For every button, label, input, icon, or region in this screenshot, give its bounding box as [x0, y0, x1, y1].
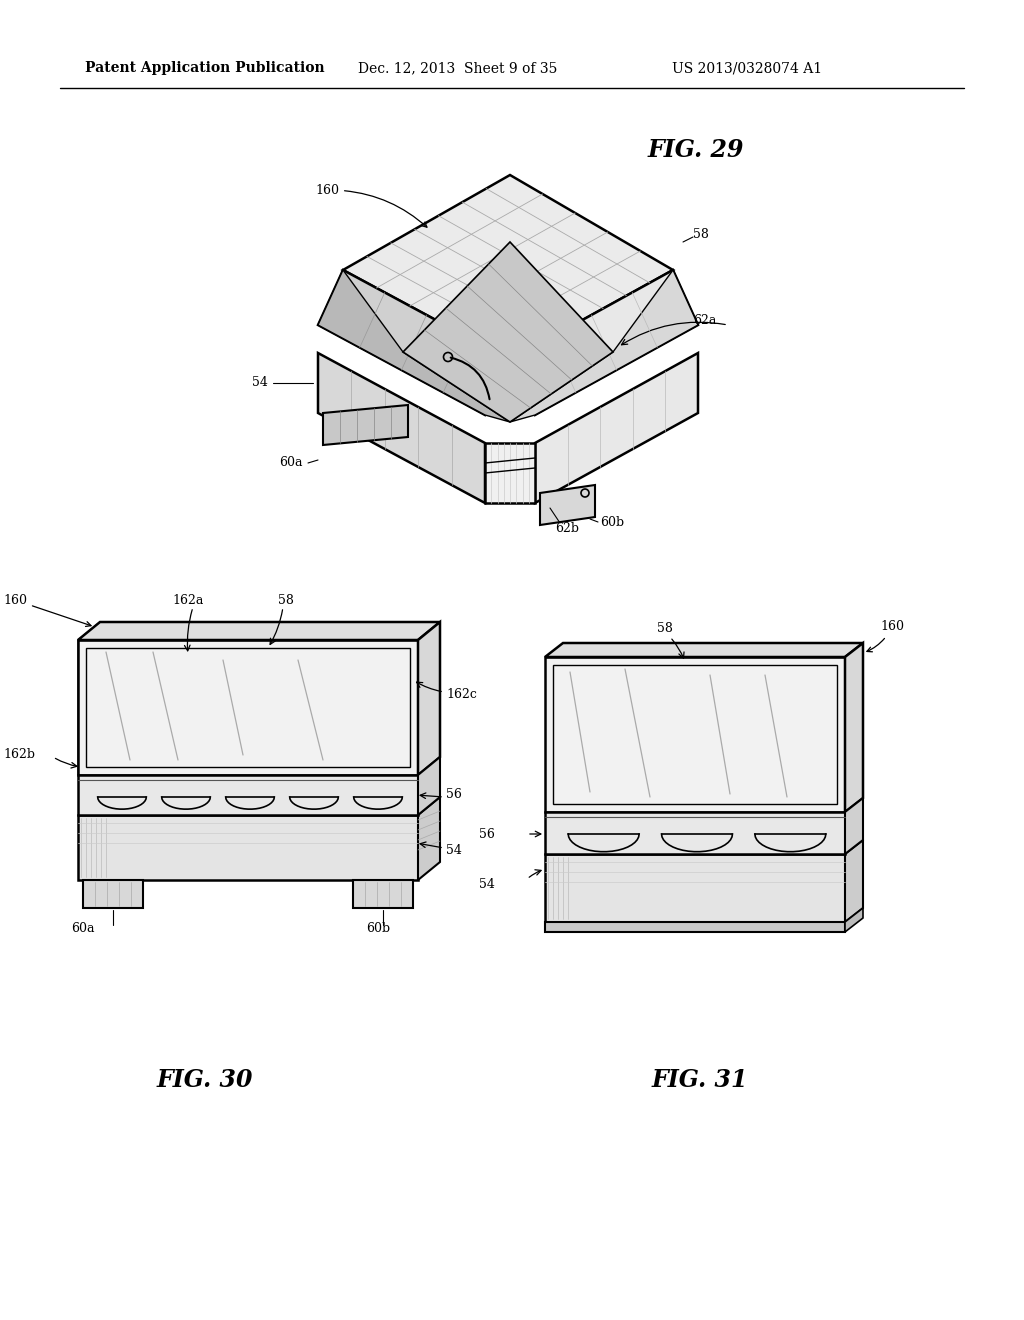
- Polygon shape: [845, 799, 863, 854]
- Text: 160: 160: [867, 620, 904, 652]
- Polygon shape: [540, 484, 595, 525]
- Text: Dec. 12, 2013  Sheet 9 of 35: Dec. 12, 2013 Sheet 9 of 35: [358, 61, 557, 75]
- Polygon shape: [545, 854, 845, 921]
- Polygon shape: [353, 880, 413, 908]
- Text: 162c: 162c: [446, 689, 477, 701]
- Text: 162a: 162a: [172, 594, 204, 606]
- Polygon shape: [323, 405, 408, 445]
- Text: 62a: 62a: [693, 314, 717, 326]
- Polygon shape: [78, 775, 418, 814]
- Text: 54: 54: [479, 878, 495, 891]
- Text: FIG. 31: FIG. 31: [651, 1068, 749, 1092]
- Polygon shape: [418, 622, 440, 775]
- Text: 54: 54: [252, 376, 268, 389]
- Text: 160: 160: [3, 594, 91, 627]
- Text: 58: 58: [657, 623, 673, 635]
- Polygon shape: [535, 352, 698, 503]
- Text: 160: 160: [315, 183, 427, 227]
- Polygon shape: [83, 880, 143, 908]
- Text: 54: 54: [446, 843, 462, 857]
- Polygon shape: [403, 242, 613, 422]
- Text: 56: 56: [479, 828, 495, 841]
- Text: 60a: 60a: [72, 921, 95, 935]
- Polygon shape: [318, 352, 485, 503]
- Text: 60b: 60b: [600, 516, 624, 528]
- Text: 56: 56: [446, 788, 462, 801]
- Text: 62b: 62b: [555, 521, 579, 535]
- Polygon shape: [845, 643, 863, 812]
- Text: 58: 58: [693, 228, 709, 242]
- Polygon shape: [545, 657, 845, 812]
- Polygon shape: [510, 271, 698, 422]
- Text: 162b: 162b: [3, 748, 35, 762]
- Polygon shape: [78, 622, 440, 640]
- Polygon shape: [318, 271, 510, 414]
- Text: 60b: 60b: [366, 921, 390, 935]
- Polygon shape: [343, 176, 673, 360]
- Text: Patent Application Publication: Patent Application Publication: [85, 61, 325, 75]
- Polygon shape: [510, 271, 698, 414]
- Polygon shape: [78, 622, 100, 775]
- Polygon shape: [845, 840, 863, 921]
- Polygon shape: [545, 812, 845, 854]
- Text: 58: 58: [278, 594, 294, 606]
- Polygon shape: [78, 814, 418, 880]
- Polygon shape: [418, 756, 440, 814]
- Polygon shape: [318, 271, 510, 422]
- Text: 60a: 60a: [280, 457, 303, 470]
- Text: FIG. 29: FIG. 29: [648, 139, 744, 162]
- Polygon shape: [545, 921, 845, 932]
- Polygon shape: [78, 640, 418, 775]
- Polygon shape: [418, 797, 440, 880]
- Polygon shape: [485, 444, 535, 503]
- Text: FIG. 30: FIG. 30: [157, 1068, 253, 1092]
- Text: US 2013/0328074 A1: US 2013/0328074 A1: [672, 61, 822, 75]
- Polygon shape: [545, 643, 863, 657]
- Polygon shape: [845, 908, 863, 932]
